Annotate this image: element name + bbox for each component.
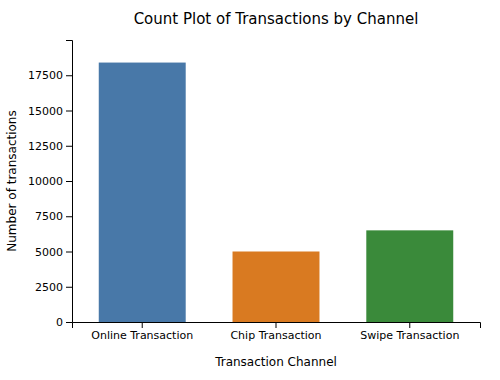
x-tick-mark <box>276 322 277 328</box>
plot-area: Online Transaction Chip Transaction Swipe … <box>28 41 481 342</box>
y-tick-mark <box>66 322 72 323</box>
y-tick-mark <box>66 111 72 112</box>
y-tick-mark <box>66 252 72 253</box>
title: Count Plot of Transactions by Channel <box>134 10 419 28</box>
y-tick: 10000 <box>28 175 72 188</box>
x-tick: Swipe Transaction <box>360 322 459 342</box>
y-tick-mark <box>66 181 72 182</box>
y-tick-mark <box>66 287 72 288</box>
x-tick-mark <box>409 322 410 328</box>
y-tick-label: 5000 <box>35 246 63 259</box>
x-axis: Online Transaction Chip Transaction Swipe … <box>73 322 481 342</box>
bar <box>99 63 186 322</box>
y-tick: 5000 <box>35 246 72 259</box>
y-tick-label: 17500 <box>28 69 63 82</box>
y-axis-title: Number of transactions <box>5 110 19 251</box>
y-tick-label: 12500 <box>28 140 63 153</box>
y-tick: 15000 <box>28 105 72 118</box>
x-tick: Online Transaction <box>91 322 193 342</box>
x-tick-mark <box>142 322 143 328</box>
y-tick: 2500 <box>35 281 72 294</box>
y-tick-mark <box>66 75 72 76</box>
y-tick-label: 15000 <box>28 105 63 118</box>
y-tick: 17500 <box>28 69 72 82</box>
y-tick: 12500 <box>28 140 72 153</box>
chart: Online Transaction Chip Transaction Swipe … <box>0 0 500 380</box>
y-tick: 0 <box>56 316 72 329</box>
x-tick: Chip Transaction <box>230 322 321 342</box>
bars <box>99 63 453 322</box>
x-axis-title: Transaction Channel <box>214 355 337 369</box>
y-tick-label: 0 <box>56 316 63 329</box>
y-axis: 0 2500 5000 7500 10000 12500 15000 17500 <box>28 41 73 330</box>
x-tick-label: Chip Transaction <box>230 329 321 342</box>
y-tick-mark <box>66 216 72 217</box>
x-tick-label: Swipe Transaction <box>360 329 459 342</box>
y-tick-label: 2500 <box>35 281 63 294</box>
x-axis-line <box>73 323 481 329</box>
y-tick-label: 7500 <box>35 210 63 223</box>
y-axis-line <box>66 41 73 323</box>
y-tick: 7500 <box>35 210 72 223</box>
bar <box>233 252 320 323</box>
y-tick-mark <box>66 146 72 147</box>
bar <box>366 230 453 322</box>
x-tick-label: Online Transaction <box>91 329 193 342</box>
y-tick-label: 10000 <box>28 175 63 188</box>
